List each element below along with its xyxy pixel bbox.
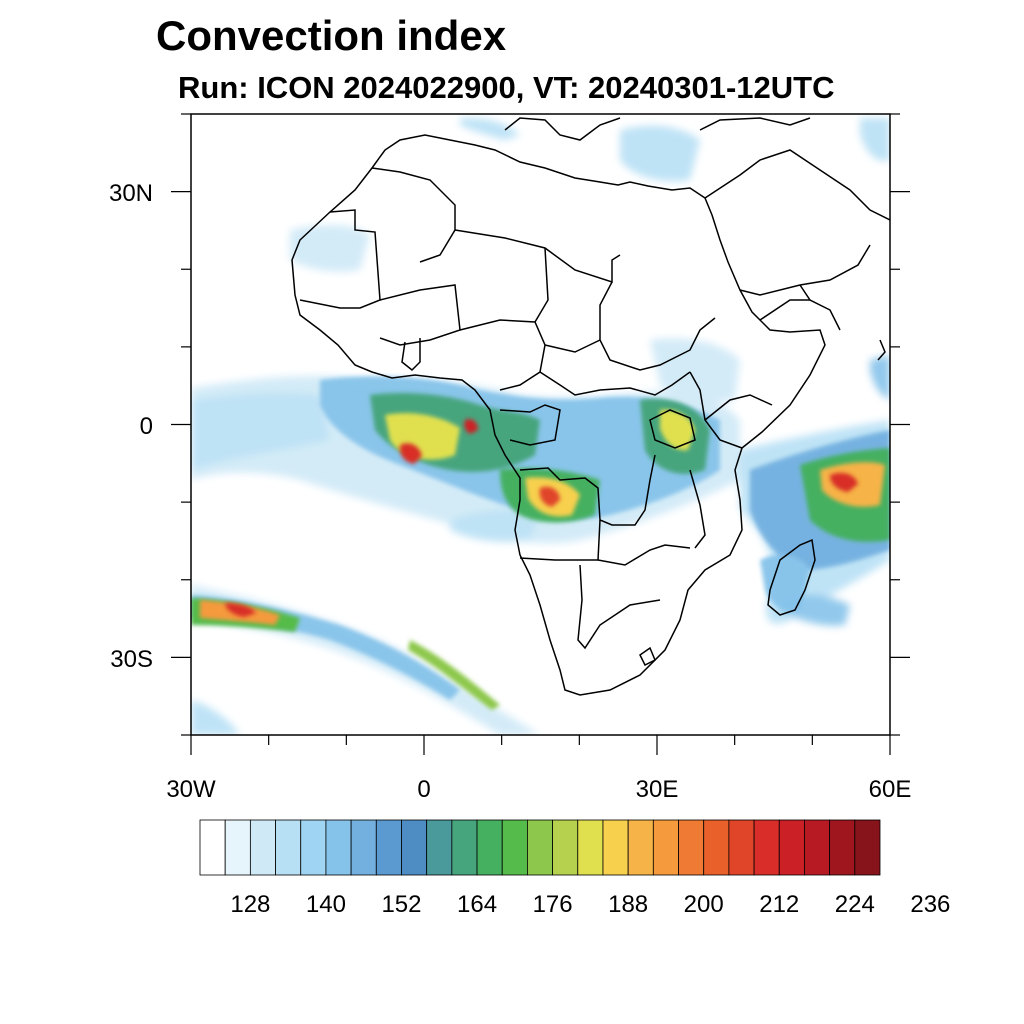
map-title: Convection index	[156, 12, 507, 59]
colorbar-swatch	[275, 819, 302, 876]
colorbar-label: 140	[306, 891, 346, 918]
lat-label-30n: 30N	[109, 180, 153, 207]
colorbar-swatch	[249, 819, 276, 876]
colorbar-swatch	[753, 819, 780, 876]
colorbar-label: 224	[835, 891, 875, 918]
colorbar-swatch	[199, 819, 226, 876]
y-axis-labels: 30N 0 30S	[109, 180, 153, 673]
colorbar-label: 164	[457, 891, 497, 918]
lon-label-30e: 30E	[636, 776, 679, 803]
colorbar-swatch	[829, 819, 856, 876]
lon-label-30w: 30W	[166, 776, 216, 803]
colorbar-swatch	[602, 819, 629, 876]
coastlines	[291, 117, 890, 696]
lat-label-30s: 30S	[110, 646, 153, 673]
colorbar-swatch	[451, 819, 478, 876]
colorbar-label: 176	[533, 891, 573, 918]
colorbar-swatch	[854, 819, 881, 876]
x-axis-labels: 30W 0 30E 60E	[166, 776, 911, 803]
colorbar-swatch	[501, 819, 528, 876]
map-subtitle: Run: ICON 2024022900, VT: 20240301-12UTC	[178, 70, 835, 105]
colorbar-swatch	[703, 819, 730, 876]
colorbar-swatch	[804, 819, 831, 876]
convection-field	[191, 117, 890, 735]
colorbar-label: 212	[759, 891, 799, 918]
axis-ticks	[171, 113, 910, 755]
lon-label-60e: 60E	[869, 776, 912, 803]
colorbar-swatch	[224, 819, 251, 876]
colorbar-label: 200	[684, 891, 724, 918]
colorbar-swatch	[325, 819, 352, 876]
lon-label-0: 0	[417, 776, 430, 803]
colorbar-swatch	[778, 819, 805, 876]
colorbar-swatch	[527, 819, 553, 876]
colorbar-swatch	[627, 819, 654, 876]
colorbar-label: 152	[381, 891, 421, 918]
colorbar-swatch	[476, 819, 503, 876]
colorbar-swatch	[426, 819, 453, 876]
colorbar-label: 236	[910, 891, 950, 918]
colorbar-label: 188	[608, 891, 648, 918]
colorbar-swatch	[350, 819, 377, 876]
colorbar	[199, 819, 881, 876]
colorbar-swatch	[300, 819, 327, 876]
colorbar-swatch	[401, 819, 428, 876]
colorbar-swatch	[552, 819, 579, 876]
colorbar-swatch	[375, 819, 402, 876]
colorbar-swatch	[577, 819, 604, 876]
colorbar-swatch	[678, 819, 705, 876]
colorbar-labels: 128 140 152 164 176 188 200 212 224 236	[230, 891, 950, 918]
colorbar-swatch	[652, 819, 679, 876]
lat-label-0: 0	[140, 413, 153, 440]
colorbar-swatch	[728, 819, 755, 876]
colorbar-label: 128	[230, 891, 270, 918]
